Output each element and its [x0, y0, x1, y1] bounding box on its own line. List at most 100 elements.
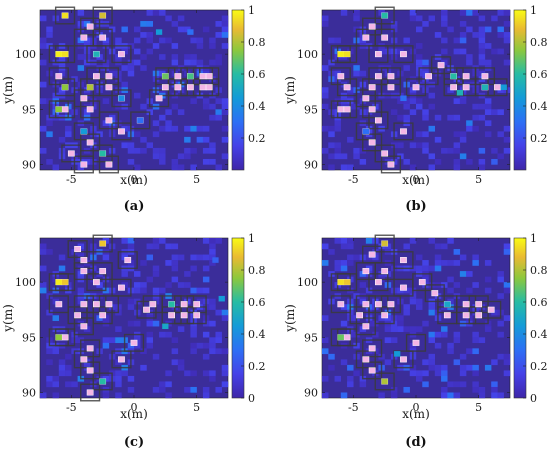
- x-ticks-b: -5 0 5: [348, 10, 482, 186]
- marker-cell: [400, 284, 407, 291]
- marker-cell: [80, 356, 88, 363]
- noise-cell: [121, 81, 128, 88]
- caption-d: (d): [405, 435, 426, 450]
- marker-cell: [80, 268, 88, 275]
- noise-cell: [46, 26, 53, 33]
- noise-cell: [459, 353, 467, 360]
- noise-cell: [503, 359, 511, 366]
- noise-cell: [165, 370, 172, 377]
- noise-cell: [484, 364, 492, 371]
- noise-cell: [472, 331, 479, 338]
- noise-cell: [484, 120, 492, 127]
- noise-cell: [127, 386, 135, 393]
- marker-cell: [362, 268, 370, 275]
- noise-cell: [127, 304, 135, 310]
- object-outline: [80, 133, 101, 152]
- noise-cell: [497, 131, 504, 138]
- noise-cell: [190, 287, 197, 294]
- noise-cell: [503, 136, 511, 143]
- noise-cell: [428, 15, 435, 22]
- colorbar-tick-label: 1: [530, 4, 537, 17]
- marker-cell: [155, 95, 163, 102]
- noise-cell: [221, 370, 229, 377]
- noise-cell: [484, 260, 492, 266]
- noise-cell: [453, 359, 461, 366]
- noise-cell: [497, 32, 504, 38]
- noise-cell: [209, 337, 216, 344]
- noise-cell: [202, 370, 210, 377]
- object-outline: [111, 350, 132, 369]
- noise-cell: [102, 98, 110, 104]
- noise-cell: [503, 37, 511, 44]
- noise-cell: [503, 287, 511, 294]
- noise-cell: [146, 337, 153, 344]
- noise-cell: [328, 125, 335, 132]
- noise-cell: [165, 243, 172, 250]
- noise-cell: [397, 142, 404, 149]
- noise-cell: [340, 359, 348, 366]
- marker-cell: [105, 73, 113, 80]
- noise-cell: [140, 103, 147, 110]
- noise-cell: [422, 265, 429, 272]
- noise-cell: [434, 254, 442, 261]
- object-outline: [362, 100, 383, 119]
- noise-cell: [441, 15, 448, 22]
- noise-cell: [466, 364, 473, 371]
- object-outline: [349, 306, 370, 325]
- noise-cell: [428, 92, 435, 99]
- noise-cell: [202, 392, 210, 399]
- marker-cell: [99, 312, 107, 319]
- colorbar-a: [231, 9, 245, 171]
- heat-cell: [162, 73, 169, 79]
- noise-cell: [171, 164, 179, 171]
- noise-cell: [441, 370, 448, 377]
- noise-cell: [215, 98, 222, 104]
- noise-cell: [428, 238, 435, 244]
- noise-cell: [202, 98, 210, 104]
- noise-cell: [127, 320, 135, 327]
- noise-cell: [221, 125, 229, 132]
- marker-cell: [161, 84, 169, 91]
- noise-cell: [322, 337, 329, 344]
- noise-cell: [46, 131, 53, 138]
- noise-cell: [184, 136, 191, 143]
- object-outline: [374, 234, 395, 253]
- noise-cell: [171, 59, 179, 66]
- noise-cell: [453, 282, 461, 288]
- x-ticks-a: -5 0 5: [66, 10, 200, 186]
- noise-cell: [416, 298, 423, 305]
- y-tick-label: 100: [297, 48, 318, 61]
- noise-cell: [497, 48, 504, 55]
- noise-cell: [159, 114, 166, 121]
- noise-cell: [365, 238, 373, 244]
- noise-cell: [46, 120, 53, 127]
- marker-cell: [105, 301, 113, 308]
- noise-cell: [347, 136, 354, 143]
- noise-cell: [177, 359, 185, 366]
- colorbar-c: [231, 237, 245, 399]
- noise-cell: [484, 109, 492, 116]
- colorbar-ticks-c: 0 0.2 0.4 0.6 0.8 1: [241, 232, 266, 405]
- marker-cell: [174, 84, 182, 91]
- noise-cell: [322, 103, 329, 110]
- caption-c: (c): [124, 435, 144, 450]
- object-outline: [48, 295, 69, 314]
- noise-cell: [184, 386, 191, 393]
- noise-cell: [328, 131, 335, 138]
- marker-cell: [180, 312, 188, 319]
- heat-cell: [450, 73, 457, 79]
- noise-cell: [416, 15, 423, 22]
- noise-cell: [472, 348, 479, 355]
- marker-cell: [362, 301, 370, 308]
- noise-cell: [202, 254, 210, 261]
- noise-cell: [40, 98, 47, 104]
- marker-cell: [387, 161, 395, 168]
- noise-cell: [115, 326, 122, 332]
- noise-cell: [322, 243, 329, 250]
- x-tick-label: 0: [131, 173, 138, 186]
- object-outline: [374, 144, 395, 163]
- noise-cell: [165, 331, 172, 338]
- noise-cell: [190, 98, 197, 104]
- noise-cell: [134, 147, 141, 154]
- marker-cell: [124, 257, 132, 264]
